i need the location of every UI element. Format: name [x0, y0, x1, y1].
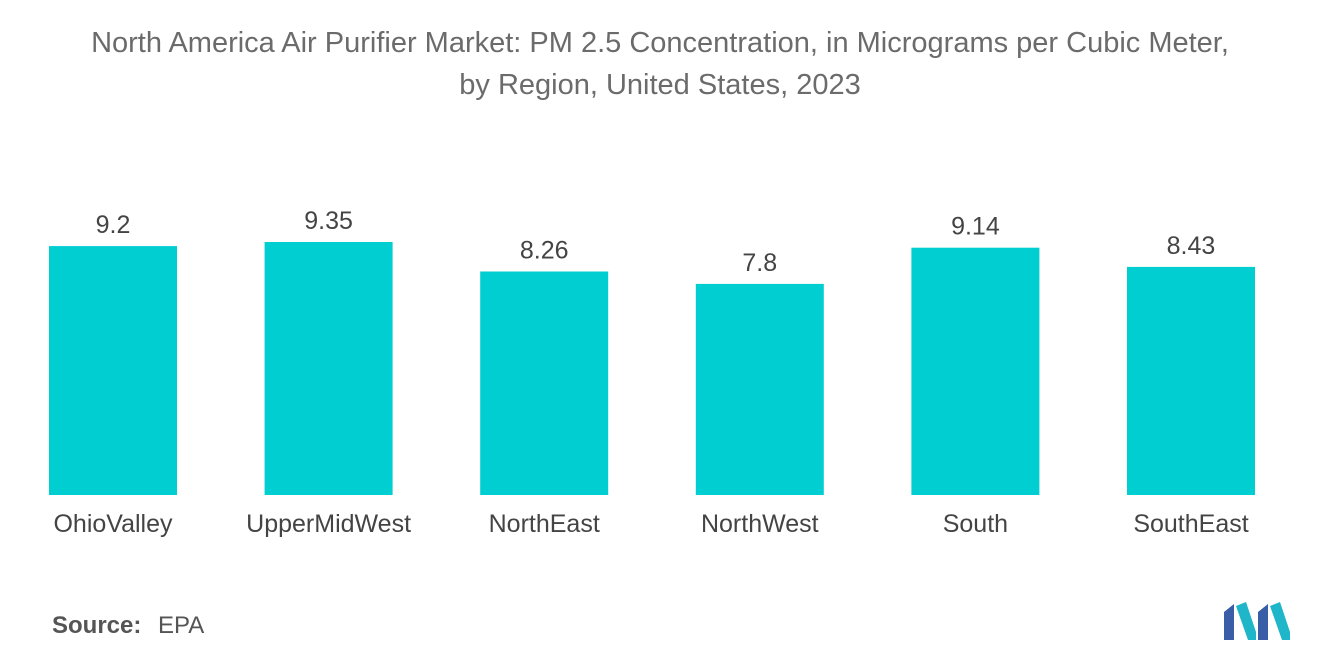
- value-label-southeast: 8.43: [1167, 232, 1216, 260]
- mordor-intelligence-logo-icon: [1224, 602, 1290, 640]
- category-label-northwest: NorthWest: [701, 510, 819, 538]
- bar-south: [911, 247, 1040, 495]
- bar-ohiovalley: [49, 246, 177, 495]
- category-label-northeast: NorthEast: [489, 510, 600, 538]
- value-label-northeast: 8.26: [520, 237, 569, 265]
- source-value: EPA: [158, 612, 205, 639]
- value-label-ohiovalley: 9.2: [96, 211, 131, 239]
- source-note: Source: EPA: [52, 612, 204, 640]
- bar-uppermidwest: [264, 242, 393, 495]
- category-label-south: South: [943, 510, 1008, 538]
- value-label-uppermidwest: 9.35: [304, 207, 353, 235]
- source-label: Source:: [52, 612, 142, 639]
- category-label-ohiovalley: OhioValley: [53, 510, 173, 538]
- chart-title: North America Air Purifier Market: PM 2.…: [0, 22, 1320, 106]
- value-label-northwest: 7.8: [742, 249, 777, 277]
- bar-southeast: [1127, 266, 1255, 495]
- value-label-south: 9.14: [951, 213, 1000, 241]
- chart-title-line-1: North America Air Purifier Market: PM 2.…: [91, 27, 1229, 59]
- category-label-southeast: SouthEast: [1133, 510, 1248, 538]
- bar-northwest: [695, 283, 824, 495]
- bar-northeast: [480, 271, 609, 495]
- chart-title-line-2: by Region, United States, 2023: [459, 69, 861, 101]
- bar-chart: 9.2 OhioValley 9.35 UpperMidWest 8.26 NorthEa…: [49, 207, 1255, 538]
- category-label-uppermidwest: UpperMidWest: [246, 510, 411, 538]
